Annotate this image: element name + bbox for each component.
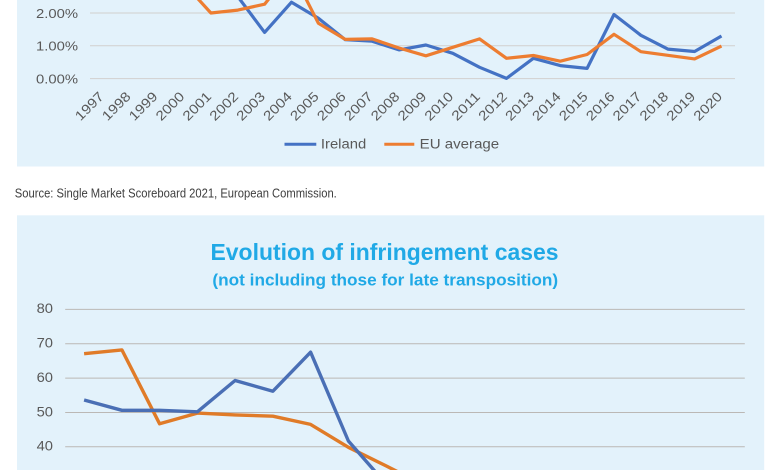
svg-text:Ireland: Ireland: [321, 137, 366, 152]
svg-text:40: 40: [37, 438, 54, 454]
svg-text:(not including those for late: (not including those for late transposit…: [212, 272, 558, 290]
svg-text:1.00%: 1.00%: [36, 39, 78, 54]
svg-text:EU average: EU average: [420, 137, 500, 152]
svg-text:80: 80: [37, 300, 54, 316]
svg-text:2.00%: 2.00%: [36, 6, 78, 21]
svg-text:50: 50: [37, 403, 54, 419]
svg-text:Source: Single Market Scoreboa: Source: Single Market Scoreboard 2021, E…: [15, 185, 337, 200]
svg-text:60: 60: [37, 369, 54, 385]
svg-text:Evolution of infringement case: Evolution of infringement cases: [211, 239, 559, 265]
svg-text:70: 70: [37, 335, 54, 351]
svg-text:0.00%: 0.00%: [36, 71, 78, 86]
